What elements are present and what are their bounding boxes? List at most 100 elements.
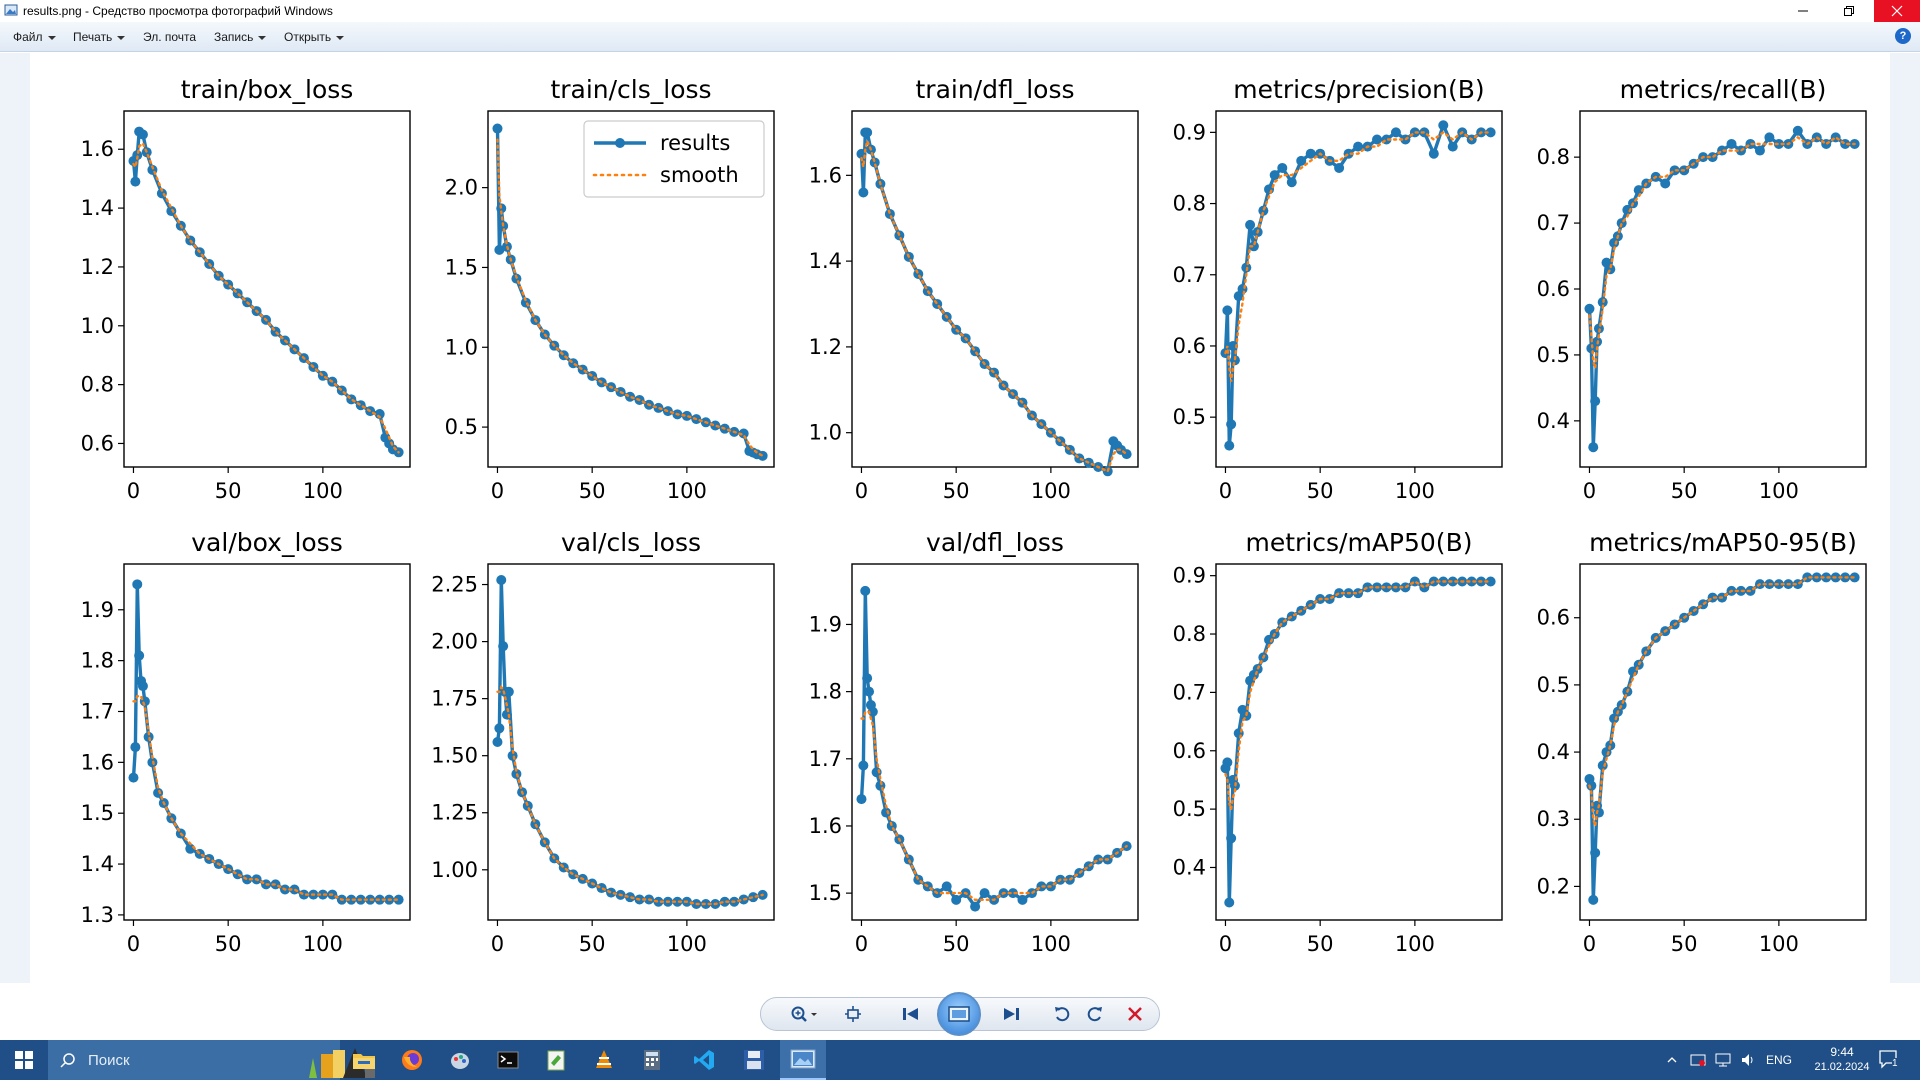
previous-button[interactable] [886,1002,936,1026]
x-tick-label: 50 [1671,479,1698,503]
chevron-down-icon [117,35,126,40]
notification-center-button[interactable]: 1 [1878,1048,1902,1072]
slideshow-button[interactable] [937,992,981,1036]
search-icon [60,1053,75,1068]
y-tick-label: 1.5 [445,255,478,279]
results-data-point [1296,155,1307,166]
tray-expand-icon[interactable] [1666,1054,1678,1066]
chart-1: train/cls_loss 0 50 100 0.5 1.0 1.5 2.0 results s… [445,75,775,503]
taskbar-search-box[interactable]: Поиск [48,1040,375,1080]
clock-date[interactable]: 21.02.2024 [1814,1061,1870,1073]
minimize-button[interactable] [1780,0,1826,22]
language-indicator[interactable]: ENG [1766,1053,1793,1067]
close-icon [1891,5,1903,17]
chart-legend: results smooth [583,120,765,198]
results-data-point [1447,141,1458,152]
results-data-point [1371,134,1382,145]
y-tick-label: 0.6 [81,431,114,455]
menu-open-label: Открыть [284,30,332,44]
results-data-point [134,650,145,661]
close-button[interactable] [1874,0,1920,22]
menu-print-label: Печать [73,30,113,44]
results-data-point [143,731,154,742]
next-button[interactable] [986,1002,1036,1026]
x-tick-label: 50 [215,479,242,503]
y-tick-label: 0.6 [1537,277,1570,301]
help-icon[interactable]: ? [1895,28,1911,44]
taskbar-terminal[interactable] [484,1040,532,1080]
smooth-series-line [1224,130,1492,382]
smooth-series-line [132,141,400,454]
results-data-point [522,800,533,811]
taskbar-paint[interactable] [436,1040,484,1080]
menu-print[interactable]: Печать [73,30,126,44]
x-tick-label: 0 [491,932,504,956]
legend-frame [583,120,765,198]
results-data-point [1586,780,1597,791]
taskbar-save-app[interactable] [730,1040,778,1080]
results-data-point [137,129,148,140]
taskbar-photo-viewer[interactable] [780,1040,826,1080]
taskbar-vlc[interactable] [580,1040,628,1080]
results-data-point [1792,125,1803,136]
taskbar-notepad[interactable] [532,1040,580,1080]
network-icon[interactable] [1715,1052,1731,1068]
taskbar-calculator[interactable] [628,1040,676,1080]
results-data-point [681,410,692,421]
y-tick-label: 0.4 [1173,855,1206,879]
results-data-point [130,742,141,753]
menu-file[interactable]: Файл [13,30,56,44]
meet-now-icon[interactable] [1690,1052,1706,1068]
restore-button[interactable] [1826,0,1872,22]
results-data-point [1224,440,1235,451]
y-tick-label: 1.7 [809,747,842,771]
x-tick-label: 0 [1219,932,1232,956]
results-data-point [153,787,164,798]
taskbar-firefox[interactable] [388,1040,436,1080]
actual-size-button[interactable] [839,1002,867,1026]
results-data-point [1237,284,1248,294]
results-data-point [130,176,141,187]
paint-icon [451,1053,469,1069]
results-data-point [1222,757,1233,768]
results-data-point [393,894,404,905]
legend-results-label: results [660,131,730,155]
taskbar-vscode[interactable] [680,1040,728,1080]
chart-8: metrics/mAP50(B) 0 50 100 0.4 0.5 0.6 0.7 0.8 0.9 [1173,528,1503,956]
volume-icon[interactable] [1740,1052,1756,1068]
y-tick-label: 0.6 [1173,739,1206,763]
clock-time[interactable]: 9:44 [1830,1045,1854,1059]
menu-burn[interactable]: Запись [214,30,267,44]
start-button[interactable] [0,1040,48,1080]
y-tick-label: 1.8 [81,649,114,673]
results-data-point [867,706,878,717]
results-data-point [1633,185,1644,196]
y-tick-label: 1.2 [81,255,114,279]
legend-results-marker [615,138,625,148]
rotate-right-button[interactable] [1081,1002,1109,1026]
results-data-point [1593,807,1604,818]
notepad-icon [547,1050,565,1071]
delete-button[interactable] [1121,1002,1149,1026]
results-data-point [856,794,867,805]
results-data-point [492,737,503,747]
results-data-point [1485,127,1496,138]
y-tick-label: 1.2 [809,335,842,359]
y-tick-label: 0.5 [1173,405,1206,429]
y-tick-label: 1.7 [81,699,114,723]
results-data-point [1224,897,1235,908]
menu-email[interactable]: Эл. почта [143,30,196,44]
title-bar: results.png - Средство просмотра фотогра… [0,0,1920,22]
menu-open[interactable]: Открыть [284,30,345,44]
taskbar-file-explorer[interactable] [340,1040,388,1080]
chart-title: metrics/mAP50-95(B) [1589,528,1857,557]
rotate-left-button[interactable] [1048,1002,1076,1026]
chart-title: train/cls_loss [550,75,711,104]
results-data-point [1590,396,1601,407]
chart-axes-frame [487,563,775,921]
results-data-point [653,896,664,907]
y-tick-label: 1.75 [431,687,478,711]
zoom-button[interactable] [785,1002,825,1026]
results-data-point [232,869,243,880]
results-data-point [884,208,895,219]
